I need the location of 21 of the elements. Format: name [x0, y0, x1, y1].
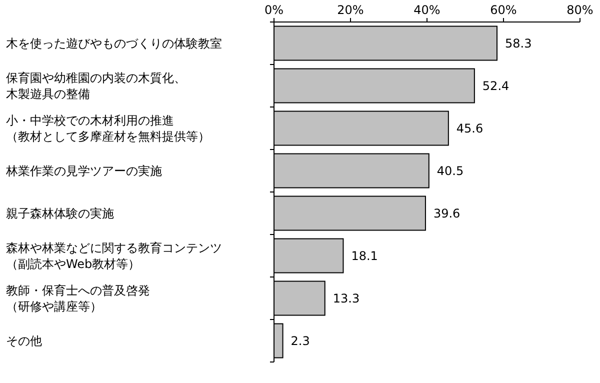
- y-tick-label: 保育園や幼稚園の内装の木質化、木製遊具の整備: [6, 70, 186, 101]
- data-label: 45.6: [456, 121, 484, 136]
- y-tick-label: 親子森林体験の実施: [6, 206, 114, 220]
- data-label: 58.3: [504, 36, 532, 50]
- data-label: 40.5: [436, 164, 464, 178]
- data-label: 39.6: [433, 206, 460, 220]
- data-label: 52.4: [482, 78, 510, 93]
- x-tick-label: 20%: [337, 3, 364, 17]
- y-tick-label: 森林や林業などに関する教育コンテンツ（副読本やWeb教材等）: [6, 240, 222, 271]
- data-label: 2.3: [290, 334, 310, 348]
- x-tick-label: 40%: [414, 3, 440, 17]
- data-label: 13.3: [332, 291, 360, 306]
- y-tick-label: 林業作業の見学ツアーの実施: [5, 164, 162, 178]
- y-tick-label: 小・中学校での木材利用の推進（教材として多摩産材を無料提供等）: [6, 113, 210, 144]
- y-tick-label: 教師・保育士への普及啓発（研修や講座等）: [6, 283, 150, 314]
- x-tick-label: 80%: [566, 3, 594, 17]
- data-label: 18.1: [351, 248, 378, 263]
- y-tick-label: その他: [6, 334, 42, 348]
- y-tick-label: 木を使った遊びやものづくりの体験教室: [6, 36, 222, 50]
- x-tick-label: 0%: [264, 3, 284, 17]
- x-tick-label: 60%: [490, 3, 517, 17]
